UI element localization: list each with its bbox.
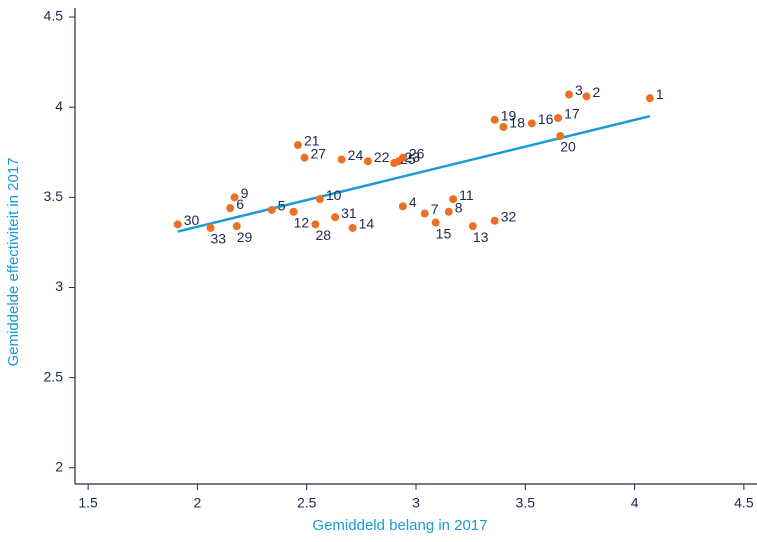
y-axis-title: Gemiddelde effectiviteit in 2017 bbox=[5, 157, 22, 366]
point-label: 31 bbox=[341, 205, 357, 221]
point-label: 29 bbox=[237, 229, 253, 245]
point bbox=[468, 222, 477, 231]
x-tick-label: 2.5 bbox=[297, 495, 317, 511]
point bbox=[206, 223, 215, 232]
point-label: 33 bbox=[211, 231, 227, 247]
point-label: 9 bbox=[241, 185, 249, 201]
point bbox=[398, 202, 407, 211]
trend-line bbox=[177, 114, 651, 233]
point bbox=[363, 157, 372, 166]
point bbox=[300, 153, 309, 162]
point-label: 5 bbox=[278, 198, 286, 214]
point bbox=[348, 223, 357, 232]
x-tick-label: 4.5 bbox=[734, 495, 754, 511]
point-label: 15 bbox=[436, 225, 452, 241]
y-tick-label: 2.5 bbox=[44, 368, 64, 384]
point bbox=[556, 132, 565, 141]
point-label: 18 bbox=[509, 115, 525, 131]
point bbox=[420, 209, 429, 218]
point-label: 6 bbox=[236, 196, 244, 212]
point bbox=[582, 92, 591, 101]
x-tick-label: 1.5 bbox=[78, 495, 98, 511]
point bbox=[267, 205, 276, 214]
point-label: 30 bbox=[184, 212, 200, 228]
point bbox=[337, 155, 346, 164]
point bbox=[444, 207, 453, 216]
point bbox=[449, 195, 458, 204]
point-label: 7 bbox=[431, 201, 439, 217]
point-label: 20 bbox=[560, 139, 576, 155]
point bbox=[315, 195, 324, 204]
point-label: 26 bbox=[409, 145, 425, 161]
point bbox=[289, 207, 298, 216]
point-label: 4 bbox=[409, 194, 417, 210]
point-label: 11 bbox=[459, 187, 474, 203]
point bbox=[232, 222, 241, 231]
point-label: 23 bbox=[405, 149, 421, 165]
x-axis-title: Gemiddeld belang in 2017 bbox=[312, 517, 487, 534]
point bbox=[490, 115, 499, 124]
point bbox=[293, 141, 302, 150]
point bbox=[527, 119, 536, 128]
x-tick-label: 3 bbox=[412, 495, 420, 511]
point bbox=[311, 220, 320, 229]
point bbox=[398, 153, 407, 162]
point bbox=[230, 193, 239, 202]
y-tick-label: 4.5 bbox=[44, 8, 64, 24]
point-label: 17 bbox=[564, 106, 580, 122]
point-label: 22 bbox=[374, 149, 390, 165]
point-label: 27 bbox=[311, 145, 327, 161]
point-label: 28 bbox=[315, 227, 331, 243]
point-label: 19 bbox=[501, 107, 517, 123]
x-tick-label: 2 bbox=[194, 495, 202, 511]
y-tick-label: 2 bbox=[55, 458, 63, 474]
y-tick-label: 4 bbox=[55, 98, 63, 114]
point bbox=[565, 90, 574, 99]
point-label: 1 bbox=[656, 86, 664, 102]
point-label: 32 bbox=[501, 208, 517, 224]
point bbox=[490, 216, 499, 225]
point-label: 3 bbox=[575, 82, 583, 98]
point bbox=[499, 123, 508, 131]
point bbox=[390, 159, 399, 168]
point-label: 12 bbox=[294, 214, 310, 230]
x-tick-label: 3.5 bbox=[516, 495, 536, 511]
point bbox=[226, 204, 235, 213]
y-tick-label: 3.5 bbox=[44, 188, 64, 204]
point-label: 2 bbox=[593, 84, 601, 100]
point-label: 16 bbox=[538, 111, 554, 127]
point bbox=[431, 218, 440, 227]
point bbox=[331, 213, 340, 222]
point-label: 8 bbox=[455, 199, 463, 215]
x-tick-label: 4 bbox=[631, 495, 639, 511]
y-tick-label: 3 bbox=[55, 278, 63, 294]
point bbox=[645, 94, 654, 103]
point-label: 24 bbox=[348, 147, 364, 163]
point-label: 14 bbox=[359, 216, 375, 232]
point bbox=[554, 113, 563, 122]
point-label: 10 bbox=[326, 187, 342, 203]
point-label: 21 bbox=[304, 133, 320, 149]
point bbox=[173, 220, 182, 229]
point-label: 13 bbox=[473, 229, 489, 245]
